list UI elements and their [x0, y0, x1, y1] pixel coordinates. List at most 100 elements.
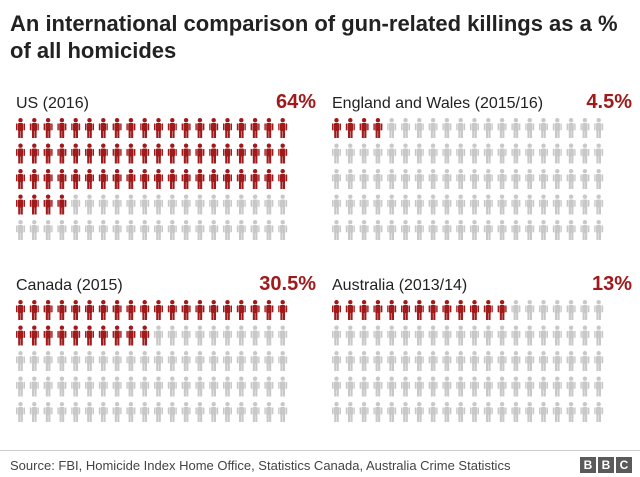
person-icon-grey [594, 143, 604, 164]
person-icon-highlighted [181, 118, 191, 138]
person-icon-grey [345, 325, 355, 346]
person-icon-highlighted [16, 169, 25, 189]
person-icon-highlighted [112, 300, 122, 320]
person-icon-highlighted [195, 143, 205, 164]
person-icon-highlighted [223, 118, 232, 138]
person-icon-grey [428, 351, 438, 371]
person-icon-highlighted [195, 300, 205, 320]
person-icon-grey [250, 402, 260, 422]
person-icon-grey [580, 325, 590, 346]
person-icon-grey [140, 402, 150, 422]
person-icon-grey [428, 220, 438, 240]
person-icon-grey [264, 351, 274, 371]
person-icon-grey [483, 169, 493, 189]
person-icon-grey [387, 118, 397, 138]
person-icon-highlighted [85, 118, 94, 138]
person-icon-grey [140, 351, 150, 371]
person-icon-grey [539, 402, 548, 422]
person-icon-highlighted [98, 143, 108, 164]
person-icon-grey [112, 194, 122, 215]
person-icon-grey [483, 194, 493, 215]
person-icon-grey [112, 351, 122, 371]
person-icon-grey [511, 143, 521, 164]
person-icon-highlighted [250, 118, 260, 138]
person-icon-highlighted [250, 169, 260, 189]
person-icon-grey [483, 351, 493, 371]
person-icon-highlighted [126, 118, 136, 138]
person-icon-grey [566, 118, 576, 138]
person-icon-highlighted [126, 300, 136, 320]
panel-percentage: 13% [591, 273, 632, 295]
person-icon-grey [483, 402, 493, 422]
person-icon-grey [140, 194, 150, 215]
person-icon-highlighted [167, 118, 177, 138]
person-icon-grey [278, 220, 288, 240]
person-icon-highlighted [16, 194, 25, 215]
person-icon-highlighted [223, 300, 232, 320]
person-icon-grey [85, 402, 94, 422]
person-icon-highlighted [112, 325, 122, 346]
person-icon-grey [209, 351, 219, 371]
person-icon-grey [580, 143, 590, 164]
person-icon-grey [167, 194, 177, 215]
person-icon-grey [154, 325, 163, 346]
person-icon-highlighted [414, 300, 424, 320]
person-icon-grey [167, 376, 177, 397]
person-icon-highlighted [126, 169, 136, 189]
person-icon-highlighted [167, 300, 177, 320]
person-icon-grey [359, 325, 369, 346]
person-icon-grey [195, 194, 205, 215]
person-icon-grey [209, 194, 219, 215]
pictogram-grid-australia [332, 300, 604, 422]
person-icon-highlighted [373, 118, 383, 138]
person-icon-grey [359, 194, 369, 215]
person-icon-highlighted [181, 169, 191, 189]
logo-letter: B [580, 457, 596, 473]
panel-percentage: 64% [275, 91, 316, 113]
person-icon-highlighted [264, 169, 274, 189]
person-icon-grey [539, 143, 548, 164]
person-icon-grey [525, 300, 535, 320]
person-icon-grey [511, 220, 521, 240]
person-icon-grey [497, 194, 507, 215]
person-icon-grey [387, 351, 397, 371]
person-icon-grey [29, 351, 39, 371]
person-icon-highlighted [332, 118, 341, 138]
panel-label: England and Wales (2015/16) [332, 95, 544, 112]
person-icon-highlighted [43, 194, 53, 215]
person-icon-grey [511, 402, 521, 422]
person-icon-grey [442, 220, 452, 240]
person-icon-grey [580, 402, 590, 422]
person-icon-grey [387, 325, 397, 346]
person-icon-highlighted [140, 143, 150, 164]
person-icon-grey [345, 351, 355, 371]
person-icon-highlighted [483, 300, 493, 320]
person-icon-highlighted [209, 300, 219, 320]
panel-canada: Canada (2015) 30.5% [16, 273, 316, 436]
person-icon-grey [154, 194, 163, 215]
person-icon-highlighted [43, 143, 53, 164]
person-icon-highlighted [85, 325, 94, 346]
person-icon-grey [456, 118, 466, 138]
pictogram-grid-canada [16, 300, 288, 422]
person-icon-grey [401, 220, 410, 240]
person-icon-grey [497, 325, 507, 346]
person-icon-grey [223, 194, 232, 215]
person-icon-grey [552, 143, 562, 164]
person-icon-highlighted [29, 118, 39, 138]
person-icon-highlighted [57, 118, 67, 138]
person-icon-highlighted [223, 143, 232, 164]
person-icon-grey [16, 220, 25, 240]
person-icon-grey [566, 143, 576, 164]
person-icon-highlighted [470, 300, 479, 320]
person-icon-highlighted [29, 325, 39, 346]
person-icon-grey [250, 194, 260, 215]
person-icon-highlighted [140, 169, 150, 189]
person-icon-grey [483, 376, 493, 397]
person-icon-highlighted [126, 143, 136, 164]
person-icon-grey [209, 325, 219, 346]
person-icon-grey [195, 376, 205, 397]
person-icon-grey [223, 402, 232, 422]
person-icon-grey [594, 118, 604, 138]
person-icon-grey [580, 118, 590, 138]
